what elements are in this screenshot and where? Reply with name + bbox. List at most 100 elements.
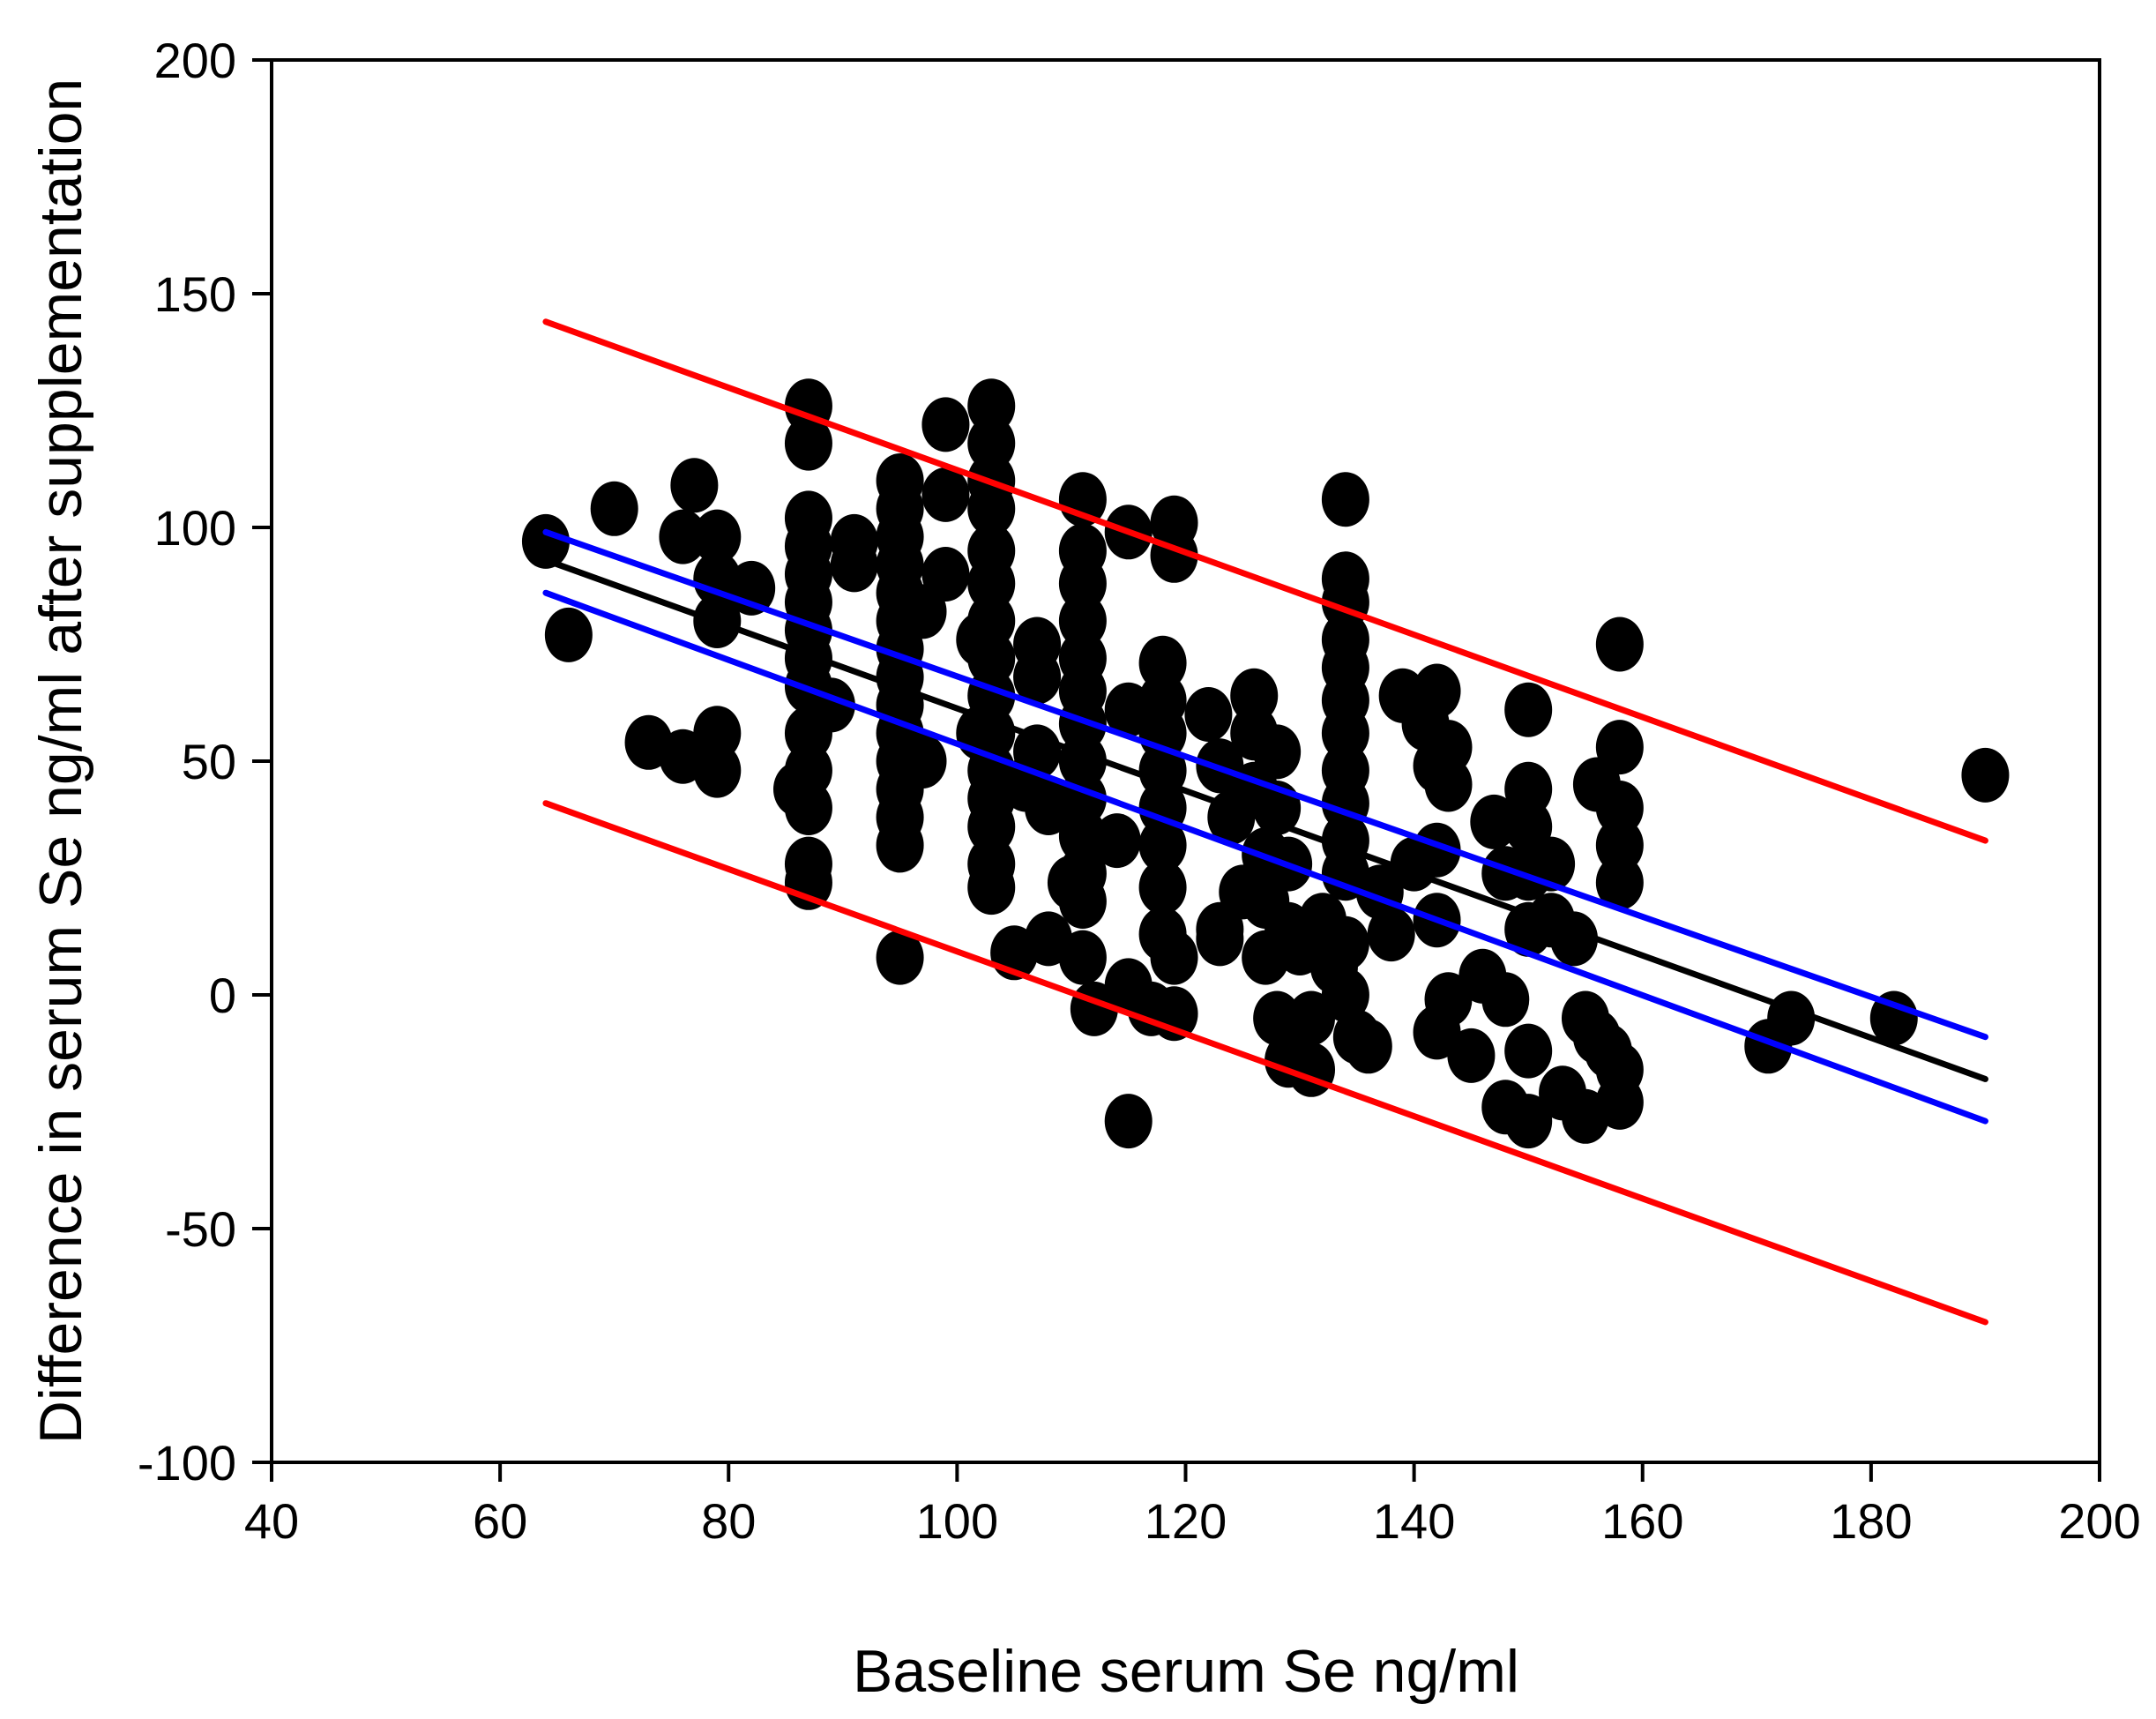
data-point (899, 734, 947, 788)
data-point (1413, 822, 1461, 878)
x-tick-label: 200 (2058, 1493, 2140, 1549)
data-point (1013, 649, 1062, 705)
data-point (670, 458, 719, 513)
data-point (784, 415, 832, 471)
confidence-upper-line (542, 528, 1988, 1041)
data-point (967, 415, 1016, 471)
data-point (693, 743, 742, 798)
prediction-upper-line (542, 318, 1988, 844)
x-tick-label: 180 (1830, 1493, 1912, 1549)
data-point (1196, 911, 1244, 967)
x-tick-label: 80 (701, 1493, 756, 1549)
data-point (1104, 1094, 1153, 1149)
data-point (1058, 696, 1107, 751)
data-point (1253, 724, 1302, 780)
data-point (967, 594, 1016, 648)
data-point (693, 706, 742, 761)
data-point (693, 509, 742, 564)
data-point (1321, 706, 1369, 761)
data-point (967, 631, 1016, 686)
y-tick-label: -100 (138, 1435, 236, 1491)
data-point (830, 537, 878, 593)
data-point (1253, 990, 1302, 1046)
data-point (967, 556, 1016, 611)
data-point (521, 513, 570, 569)
data-point (1058, 930, 1107, 985)
x-tick-label: 120 (1145, 1493, 1227, 1549)
data-point (1595, 617, 1644, 672)
data-point (659, 509, 707, 564)
data-point (1413, 663, 1461, 719)
y-axis: -100 -50 0 50 100 150 200 (138, 33, 272, 1491)
data-point (1138, 818, 1187, 873)
data-point (1424, 720, 1473, 775)
fit-lines-layer (542, 318, 1988, 1326)
data-point (1447, 1028, 1496, 1083)
data-point (1367, 907, 1415, 962)
data-point (1424, 757, 1473, 812)
data-point (1150, 930, 1198, 985)
data-point (1093, 813, 1141, 869)
data-point (1138, 860, 1187, 916)
data-point (1058, 594, 1107, 648)
x-tick-label: 40 (244, 1493, 299, 1549)
data-point (967, 799, 1016, 855)
y-tick-label: 0 (209, 968, 236, 1023)
regression-line (542, 557, 1988, 1082)
data-point (1504, 1094, 1553, 1149)
y-tick-label: 100 (154, 500, 236, 556)
data-point (967, 860, 1016, 916)
data-point (1869, 990, 1918, 1046)
data-point (1424, 972, 1473, 1028)
data-point (1481, 972, 1530, 1028)
data-point (921, 547, 970, 602)
data-point (1595, 720, 1644, 775)
data-point (876, 818, 924, 873)
data-point (1230, 668, 1279, 723)
y-tick-label: 50 (182, 734, 236, 789)
data-point (1595, 855, 1644, 910)
data-point (1595, 781, 1644, 835)
data-point (1321, 968, 1369, 1022)
data-point (544, 607, 593, 662)
x-tick-label: 100 (916, 1493, 998, 1549)
data-point (590, 481, 638, 536)
y-axis-title: Difference in serum Se ng/ml after suppl… (27, 78, 94, 1444)
data-point (1504, 761, 1553, 817)
prediction-lower-line (542, 800, 1988, 1326)
x-axis-title: Baseline serum Se ng/ml (853, 1638, 1519, 1705)
data-point (1287, 1042, 1336, 1097)
data-point (1595, 818, 1644, 873)
data-point (1595, 1074, 1644, 1130)
data-point (1344, 1019, 1392, 1074)
data-point (1504, 682, 1553, 737)
data-point (1321, 916, 1369, 971)
data-point (1058, 874, 1107, 929)
plot-area-frame (270, 58, 2101, 1464)
data-point (1321, 472, 1369, 527)
data-point (1504, 1023, 1553, 1079)
data-point (784, 743, 832, 798)
data-point (1184, 687, 1233, 742)
data-point (1961, 747, 2010, 803)
data-points-layer (521, 378, 2010, 1149)
data-point (967, 481, 1016, 536)
data-point (921, 467, 970, 522)
data-point (876, 930, 924, 985)
x-tick-label: 140 (1373, 1493, 1455, 1549)
y-tick-label: -50 (165, 1201, 236, 1257)
data-point (967, 378, 1016, 434)
x-tick-label: 60 (473, 1493, 527, 1549)
data-point (1013, 724, 1062, 780)
data-point (1058, 556, 1107, 611)
data-point (1138, 635, 1187, 691)
data-point (784, 781, 832, 835)
x-axis: 40 60 80 100 120 140 160 180 200 (244, 1462, 2141, 1549)
x-tick-label: 160 (1601, 1493, 1683, 1549)
y-tick-label: 200 (154, 33, 236, 88)
data-point (921, 397, 970, 452)
y-tick-label: 150 (154, 266, 236, 322)
data-point (1287, 990, 1336, 1046)
